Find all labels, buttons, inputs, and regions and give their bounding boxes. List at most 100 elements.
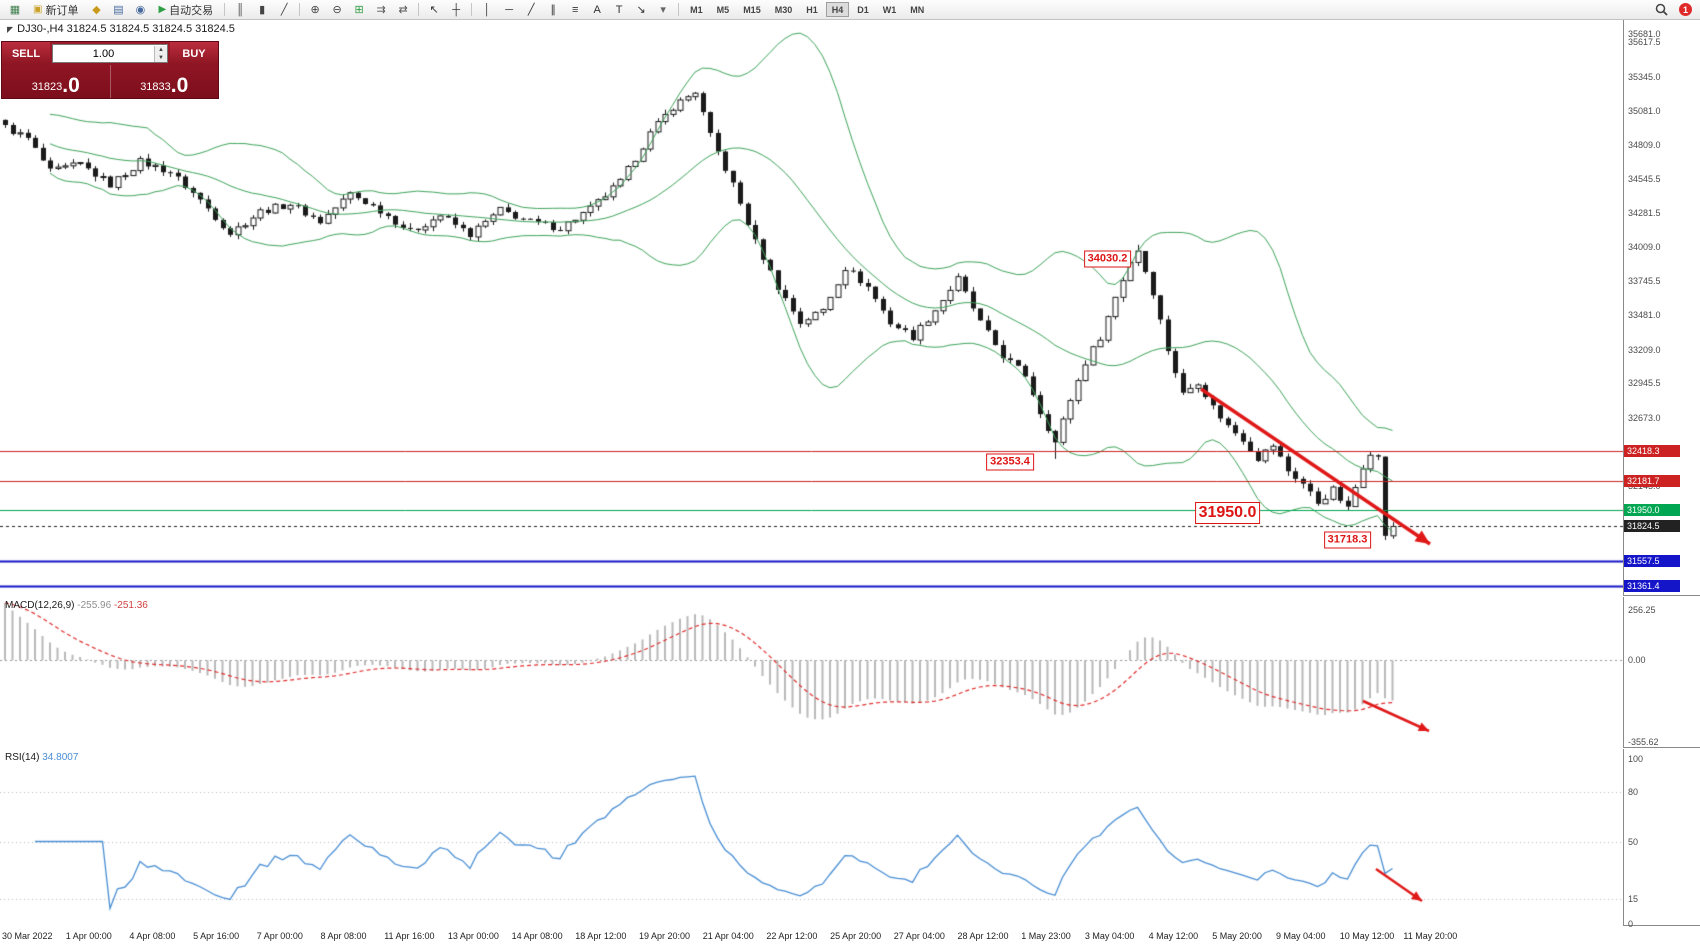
axis-price-label: 34545.5 [1628,173,1661,184]
axis-price-marker: 31557.5 [1624,554,1680,567]
time-axis-label: 3 May 04:00 [1084,931,1135,941]
rsi-axis-label: 80 [1628,787,1639,797]
axis-price-label: 33481.0 [1628,309,1661,320]
timeframe-h1-button[interactable]: H1 [806,4,818,15]
time-axis-label: 14 Apr 08:00 [511,931,563,941]
symbol-ohlc-text: DJ30-,H4 31824.5 31824.5 31824.5 31824.5 [17,23,235,35]
macd-canvas[interactable] [0,597,1623,748]
vertical-line-icon[interactable]: │ [483,3,491,16]
toolbar-separator [471,3,473,16]
new-order-button[interactable]: ▣ 新订单 [27,2,84,18]
line-chart-style-icon[interactable]: ╱ [280,4,288,16]
new-order-button-label: 新订单 [45,4,79,17]
trendline-icon[interactable]: ╱ [527,4,535,16]
rsi-canvas[interactable] [0,749,1623,926]
auto-trading-button[interactable]: ▶ 自动交易 [152,2,219,18]
axis-price-label: 35345.0 [1628,71,1661,82]
timeframe-mn-button[interactable]: MN [910,4,925,15]
timeframe-m1-button[interactable]: M1 [690,4,703,15]
macd-axis-label: 256.25 [1628,605,1656,615]
text-label-icon[interactable]: T [615,3,623,16]
price-axis[interactable]: 35681.0 35617.5 35345.0 35081.0 34809.0 34545… [1623,20,1700,595]
macd-axis-label: -355.62 [1628,737,1659,747]
time-axis-label: 10 May 12:00 [1339,931,1395,941]
time-axis-label: 19 Apr 20:00 [639,931,691,941]
macd-axis-label: 0.00 [1628,655,1646,665]
sell-price-pips: .0 [62,74,80,97]
axis-price-label: 33745.5 [1628,276,1661,287]
equidistant-channel-icon[interactable]: ∥ [550,4,556,16]
axis-price-marker: 31361.4 [1624,579,1680,592]
symbol-ohlc-line: ◤ DJ30-,H4 31824.5 31824.5 31824.5 31824.… [7,23,235,35]
zoom-in-icon[interactable]: ⊕ [310,4,320,16]
axis-price-label: 35681.0 [1628,28,1661,39]
time-axis-label: 1 Apr 00:00 [65,931,112,941]
sell-price[interactable]: 31823.0 [2,65,110,98]
sell-price-main: 31823 [31,81,63,93]
time-axis-label: 27 Apr 04:00 [893,931,945,941]
timeframe-d1-button[interactable]: D1 [857,4,869,15]
time-axis[interactable]: 30 Mar 2022 1 Apr 00:00 4 Apr 08:00 5 Apr 1… [0,927,1700,947]
market-watch-icon[interactable]: ▤ [113,4,124,16]
axis-price-marker: 32181.7 [1624,474,1680,487]
time-axis-label: 22 Apr 12:00 [766,931,818,941]
toolbar-right-group: 1 [1650,2,1696,18]
new-chart-icon[interactable]: ▦ [9,4,21,16]
time-axis-label: 4 Apr 08:00 [129,931,176,941]
crosshair-icon[interactable]: ┼ [452,3,461,16]
time-axis-label: 8 Apr 08:00 [320,931,367,941]
time-axis-label: 18 Apr 12:00 [575,931,627,941]
volume-decrease-button[interactable]: ▼ [155,53,167,62]
time-axis-label: 11 Apr 16:00 [384,931,435,941]
time-axis-label: 1 May 23:00 [1021,931,1071,941]
zoom-out-icon[interactable]: ⊖ [332,4,342,16]
axis-price-label: 35617.5 [1628,37,1661,48]
navigator-icon[interactable]: ◉ [135,4,146,16]
objects-dropdown-icon[interactable]: ▾ [660,4,666,16]
axis-price-label: 35081.0 [1628,105,1661,116]
tile-windows-icon[interactable]: ⊞ [354,4,364,16]
timeframe-m15-button[interactable]: M15 [743,4,761,15]
axis-price-label: 32945.5 [1628,378,1661,389]
macd-label: MACD(12,26,9) -255.96 -251.36 [5,600,148,611]
volume-input[interactable]: 1.00 ▲ ▼ [52,44,168,63]
cursor-icon[interactable]: ↖ [429,4,439,16]
price-chart-canvas[interactable] [0,20,1623,596]
timeframe-m30-button[interactable]: M30 [774,4,793,15]
macd-panel: MACD(12,26,9) -255.96 -251.36 256.25 0.00… [0,597,1700,748]
timeframe-w1-button[interactable]: W1 [882,4,897,15]
chart-shift-icon[interactable]: ⇄ [398,4,408,16]
timeframe-h4-button[interactable]: H4 [825,2,850,17]
arrows-tool-icon[interactable]: ↘ [636,4,646,16]
bar-chart-style-icon[interactable]: ║ [236,3,245,16]
time-axis-label: 11 May 20:00 [1403,931,1458,941]
macd-value-main: -255.96 [77,600,112,611]
volume-increase-button[interactable]: ▲ [155,45,167,54]
collapse-trade-panel-icon[interactable]: ◤ [7,25,14,34]
axis-price-label: 33209.0 [1628,344,1661,355]
rsi-axis-label: 0 [1628,919,1634,929]
time-axis-label: 25 Apr 20:00 [830,931,882,941]
notification-badge[interactable]: 1 [1679,3,1692,16]
buy-price[interactable]: 31833.0 [109,65,219,98]
search-icon[interactable] [1651,2,1671,18]
auto-trading-button-icon: ▶ [158,4,167,15]
sell-button[interactable]: SELL [2,42,50,65]
buy-price-main: 31833 [140,81,171,93]
auto-scroll-icon[interactable]: ⇉ [376,4,386,16]
rsi-axis[interactable]: 100 80 50 15 0 [1623,749,1700,929]
chart-profiles-icon[interactable]: ◆ [92,4,101,16]
macd-name: MACD(12,26,9) [5,600,75,611]
time-axis-label: 5 May 20:00 [1212,931,1262,941]
toolbar-separator [224,3,226,16]
text-icon[interactable]: A [593,3,601,16]
horizontal-line-icon[interactable]: ─ [505,3,514,16]
candlestick-style-icon[interactable]: ▮ [259,4,266,16]
buy-button[interactable]: BUY [170,42,218,65]
axis-price-label: 34009.0 [1628,242,1661,253]
macd-axis[interactable]: 256.25 0.00 -355.62 [1623,597,1700,747]
timeframe-m5-button[interactable]: M5 [716,4,730,15]
rsi-name: RSI(14) [5,752,40,763]
fibonacci-icon[interactable]: ≡ [571,3,579,16]
timeframe-toolbar: M1 M5 M15 M30 H1 H4 D1 W1 MN [683,2,931,17]
